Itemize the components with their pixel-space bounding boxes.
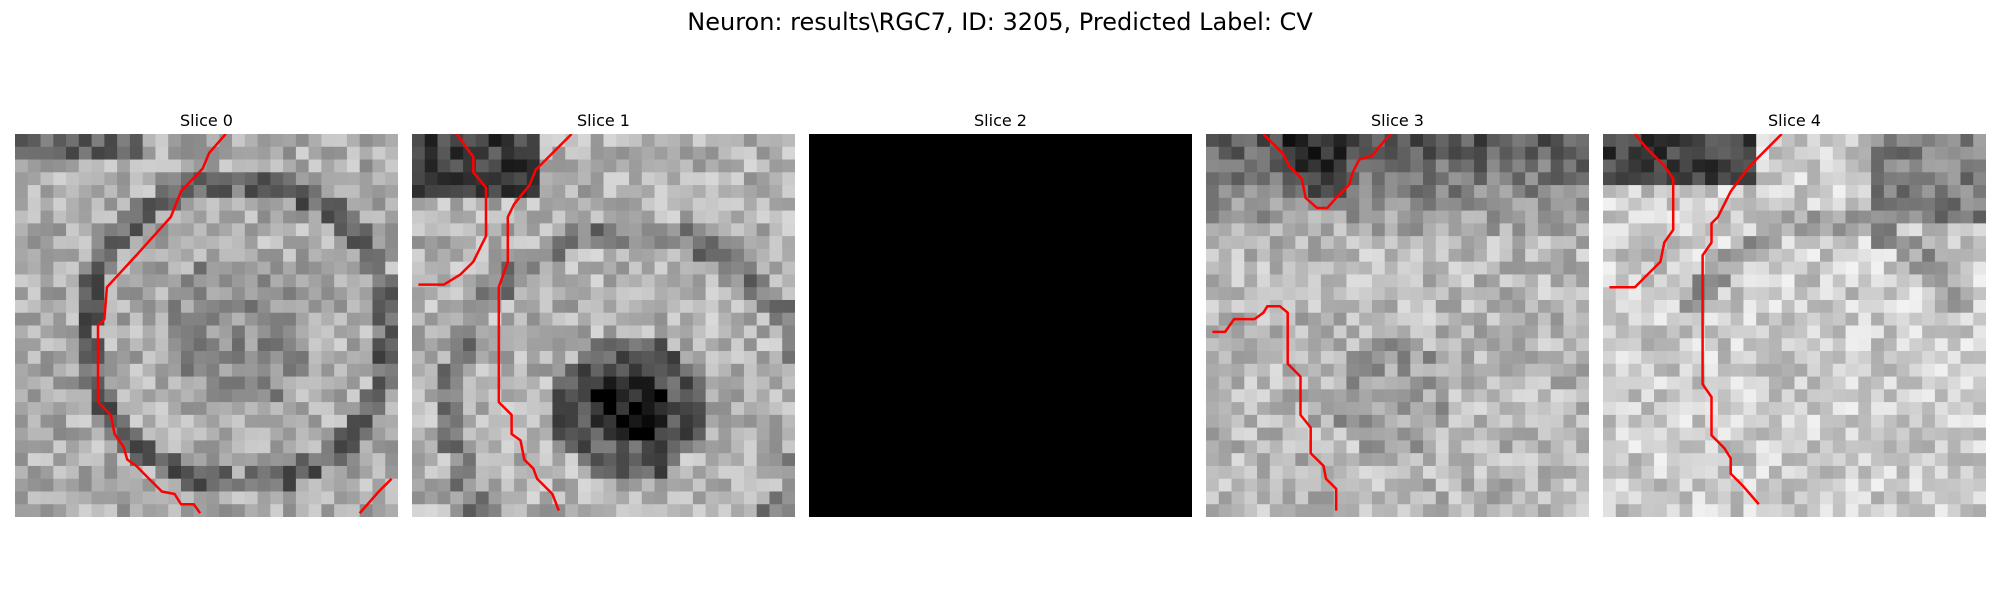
contour-line: [1262, 134, 1392, 210]
contour-line: [358, 477, 393, 515]
contour-line: [418, 134, 488, 286]
slice-background: [809, 134, 1192, 517]
figure-title: Neuron: results\RGC7, ID: 3205, Predicte…: [687, 8, 1313, 36]
slice-panel-3: Slice 3: [1206, 110, 1589, 517]
slice-panel-4: Slice 4: [1603, 110, 1986, 517]
slice-image: [809, 134, 1192, 517]
slice-image: [1206, 134, 1589, 517]
contour-line: [1212, 305, 1338, 511]
contour-line: [497, 134, 573, 512]
contour-line: [96, 134, 227, 514]
contour-line: [1701, 134, 1783, 506]
slice-image: [412, 134, 795, 517]
slice-panel-2: Slice 2: [809, 110, 1192, 517]
slice-image: [15, 134, 398, 517]
slice-panel-1: Slice 1: [412, 110, 795, 517]
slice-title: Slice 0: [180, 111, 233, 130]
slice-title: Slice 1: [577, 111, 630, 130]
slice-panel-0: Slice 0: [15, 110, 398, 517]
slice-title: Slice 3: [1371, 111, 1424, 130]
slice-image: [1603, 134, 1986, 517]
slice-title: Slice 4: [1768, 111, 1821, 130]
contour-line: [1609, 134, 1675, 289]
slice-title: Slice 2: [974, 111, 1027, 130]
